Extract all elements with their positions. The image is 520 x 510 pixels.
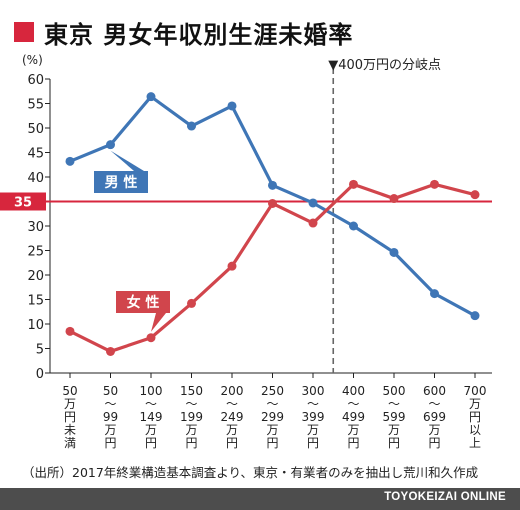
male-data-point: [106, 140, 115, 150]
line-chart: (%) 0 5 10 15 20 25 30 40 45 50 55 60 50 万円未満 50 〜 99 万円 10…: [0, 53, 492, 450]
y-tick-label: 0: [36, 367, 44, 382]
female-data-point: [349, 179, 358, 189]
male-data-point: [187, 121, 196, 131]
x-tick-label: 250 〜 299 万円: [261, 384, 284, 450]
threshold-label: 35: [14, 196, 32, 211]
x-tick-label: 300 〜 399 万円: [302, 384, 325, 450]
female-data-point: [389, 194, 399, 204]
brand-label: TOYOKEIZAI ONLINE: [384, 491, 506, 503]
x-tick-label: 150 〜 199 万円: [180, 384, 203, 450]
y-tick-label: 15: [27, 294, 44, 309]
male-data-point: [146, 92, 156, 102]
male-data-point: [430, 289, 439, 299]
female-callout-box: [116, 291, 170, 313]
page-title: 東京 男女年収別生涯未婚率: [44, 20, 354, 49]
x-tick-label: 100 〜 149 万円: [140, 384, 163, 450]
male-data-point: [308, 198, 318, 208]
female-series-line: [69, 182, 476, 354]
y-tick-label: 50: [27, 122, 44, 137]
female-data-point: [308, 218, 318, 228]
y-tick-label: 25: [27, 245, 44, 260]
source-note: （出所）2017年終業構造基本調査より、東京・有業者のみを抽出し荒川和久作成: [22, 465, 479, 480]
x-tick-label: 200 〜 249 万円: [221, 384, 244, 450]
footer-bar: TOYOKEIZAI ONLINE: [0, 488, 520, 510]
y-tick-label: 5: [36, 343, 44, 358]
y-tick-label: 10: [27, 318, 44, 333]
male-data-point: [470, 311, 480, 321]
threshold-label-box: [0, 192, 46, 211]
y-tick-label: 20: [27, 269, 44, 284]
female-data-point: [65, 326, 75, 336]
male-data-point: [389, 247, 399, 257]
divider-label: ▼400万円の分岐点: [328, 58, 441, 73]
female-callout-pointer: [151, 313, 166, 332]
y-tick-label: 40: [27, 171, 44, 186]
male-data-point: [349, 221, 358, 231]
female-data-point: [470, 190, 480, 200]
female-data-point: [106, 346, 115, 356]
female-data-point: [227, 261, 237, 271]
y-tick-label: 30: [27, 220, 44, 235]
male-series-label: 男 性: [105, 174, 138, 191]
x-tick-label: 700 万円以上: [464, 384, 487, 450]
female-data-point: [268, 198, 277, 208]
male-data-point: [268, 180, 277, 190]
title-row: 東京 男女年収別生涯未婚率: [14, 14, 353, 50]
female-series-label: 女 性: [127, 294, 160, 311]
male-data-point: [227, 101, 237, 111]
y-tick-label: 55: [27, 98, 44, 113]
male-callout-pointer: [110, 150, 144, 171]
male-data-point: [65, 156, 75, 166]
x-tick-label: 500 〜 599 万円: [383, 384, 406, 450]
x-tick-label: 50 万円未満: [62, 384, 77, 450]
y-axis-unit-label: (%): [22, 53, 43, 67]
x-tick-label: 50 〜 99 万円: [103, 384, 118, 450]
female-data-point: [430, 179, 439, 189]
female-data-point: [187, 298, 196, 308]
y-tick-label: 45: [27, 147, 44, 162]
x-tick-label: 600 〜 699 万円: [423, 384, 446, 450]
x-tick-label: 400 〜 499 万円: [342, 384, 365, 450]
title-square-icon: [14, 22, 34, 42]
female-data-point: [146, 333, 156, 343]
male-callout-box: [94, 171, 148, 193]
y-tick-label: 60: [27, 73, 44, 88]
